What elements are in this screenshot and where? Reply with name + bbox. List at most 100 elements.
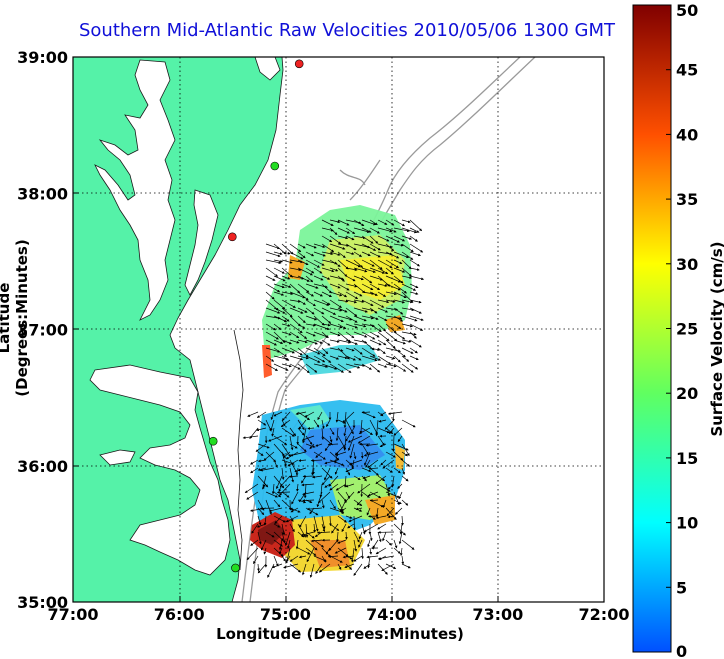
velocity-vector xyxy=(369,491,382,499)
velocity-vector xyxy=(273,531,284,542)
velocity-vector xyxy=(401,275,413,279)
velocity-vector xyxy=(385,451,396,458)
velocity-vector xyxy=(348,435,355,452)
velocity-vector xyxy=(377,267,389,275)
velocity-vector xyxy=(337,291,348,298)
radar-stations xyxy=(208,59,304,573)
velocity-vector xyxy=(313,267,323,274)
velocity-vector xyxy=(393,315,404,322)
velocity-vector xyxy=(276,475,283,490)
velocity-vector xyxy=(369,499,379,502)
velocity-vector xyxy=(381,563,395,571)
velocity-vector xyxy=(321,555,326,563)
y-tick-label: 38:00 xyxy=(17,184,68,203)
velocity-vector xyxy=(305,243,317,249)
velocity-vector xyxy=(335,451,347,456)
velocity-vector xyxy=(289,459,297,474)
velocity-vector xyxy=(313,339,323,344)
velocity-vector xyxy=(329,435,333,443)
velocity-vector xyxy=(353,363,366,367)
velocity-vector xyxy=(387,515,395,519)
velocity-vector xyxy=(369,547,373,555)
velocity-vector xyxy=(329,339,340,343)
velocity-vector xyxy=(329,523,340,531)
velocity-vector xyxy=(273,339,284,345)
velocity-vector xyxy=(345,243,357,251)
velocity-vector xyxy=(281,283,292,288)
velocity-vector xyxy=(257,515,262,526)
velocity-vector xyxy=(329,459,345,466)
velocity-vector xyxy=(281,339,292,345)
velocity-vector xyxy=(305,259,321,268)
velocity-vector xyxy=(369,331,380,338)
colorbar-tick-label: 0 xyxy=(676,642,687,659)
velocity-vector xyxy=(279,547,283,555)
velocity-vector xyxy=(353,315,367,322)
velocity-vector xyxy=(289,299,302,303)
velocity-vector xyxy=(296,483,299,492)
velocity-vector xyxy=(305,275,314,283)
velocity-vector xyxy=(385,275,402,283)
velocity-vector xyxy=(329,331,341,337)
velocity-vector xyxy=(409,267,420,271)
velocity-vector xyxy=(401,323,413,328)
velocity-vector xyxy=(257,459,267,463)
velocity-vector xyxy=(361,363,372,370)
velocity-vector xyxy=(361,283,374,291)
velocity-vector xyxy=(393,499,402,504)
velocity-vector xyxy=(387,411,403,415)
velocity-vector xyxy=(297,275,310,282)
velocity-vector xyxy=(289,323,303,334)
velocity-vector xyxy=(353,555,363,562)
velocity-vector xyxy=(409,299,422,304)
velocity-vector xyxy=(353,235,366,240)
x-tick-label: 77:00 xyxy=(48,605,99,624)
velocity-vector xyxy=(385,251,400,259)
velocity-vector xyxy=(361,411,371,414)
velocity-vector xyxy=(324,483,331,488)
velocity-vector xyxy=(349,443,355,459)
velocity-vector xyxy=(358,531,363,540)
velocity-vector xyxy=(393,307,404,315)
velocity-vector xyxy=(321,331,329,338)
velocity-vector xyxy=(297,243,306,249)
velocity-vector xyxy=(305,331,316,337)
velocity-vector xyxy=(317,491,331,504)
velocity-vector xyxy=(377,363,388,368)
velocity-vector xyxy=(329,251,341,256)
velocity-vector xyxy=(385,283,401,291)
velocity-vector xyxy=(409,251,421,257)
velocity-vector xyxy=(401,219,411,224)
velocity-vector xyxy=(369,347,381,352)
velocity-vector xyxy=(271,483,275,495)
station-marker xyxy=(208,436,218,446)
velocity-vector xyxy=(297,499,307,504)
velocity-vector xyxy=(401,251,414,260)
velocity-vector xyxy=(337,339,352,344)
velocity-vector xyxy=(305,347,321,355)
velocity-vector xyxy=(329,499,336,510)
velocity-vector xyxy=(321,219,334,226)
velocity-vector xyxy=(369,275,384,281)
velocity-vector xyxy=(401,347,414,354)
velocity-vector xyxy=(397,435,403,443)
velocity-vector xyxy=(385,259,400,269)
velocity-vector xyxy=(329,451,340,461)
velocity-vector xyxy=(283,563,299,569)
velocity-vector xyxy=(385,227,397,233)
velocity-vector xyxy=(393,331,406,340)
velocity-vector xyxy=(305,323,317,327)
velocity-vector xyxy=(327,443,339,446)
velocity-vector xyxy=(369,219,378,226)
velocity-vector xyxy=(297,427,305,436)
velocity-vector xyxy=(353,251,363,257)
colorbar-ticks: 0 5 10 15 20 25 30 35 40 45 50 xyxy=(666,1,698,659)
velocity-vector xyxy=(297,347,309,358)
velocity-vector xyxy=(321,419,325,430)
velocity-vector xyxy=(273,283,285,289)
velocity-vector xyxy=(321,235,333,243)
colorbar-tick-label: 30 xyxy=(676,255,698,274)
velocity-vector xyxy=(281,467,285,480)
velocity-vector xyxy=(256,427,267,432)
velocity-vector xyxy=(321,267,335,273)
